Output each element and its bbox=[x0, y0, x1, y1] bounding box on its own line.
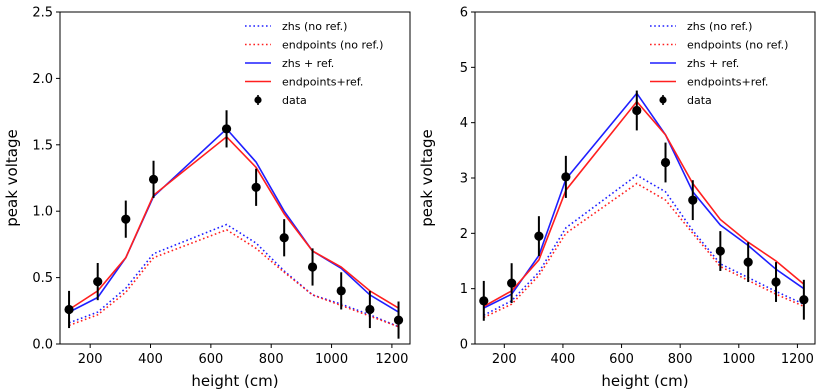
data-point bbox=[799, 295, 809, 305]
data-point bbox=[715, 246, 725, 256]
x-tick-label: 400 bbox=[551, 352, 576, 367]
y-tick-label: 6 bbox=[460, 6, 468, 21]
data-point bbox=[64, 304, 74, 315]
data-point bbox=[336, 286, 346, 296]
y-axis-title: peak voltage bbox=[3, 129, 21, 226]
y-tick-label: 2.5 bbox=[32, 6, 53, 21]
series-line-endpoints-ref bbox=[483, 100, 805, 308]
data-point bbox=[393, 315, 404, 325]
legend-label: endpoints+ref. bbox=[282, 76, 363, 89]
data-point bbox=[632, 105, 642, 116]
data-point bbox=[148, 174, 159, 184]
y-tick-label: 1.5 bbox=[32, 138, 53, 153]
left-plot-panel: 200 400 600 800 1000 1200 0.0 0.5 1.0 1.5 2.0 2.5 he… bbox=[3, 6, 411, 390]
series-line-zhs-ref bbox=[483, 91, 805, 309]
legend-label: zhs + ref. bbox=[282, 57, 334, 70]
x-tick-label: 200 bbox=[78, 352, 103, 367]
x-tick-label: 800 bbox=[259, 352, 284, 367]
x-tick-label: 1000 bbox=[722, 352, 755, 367]
y-tick-label: 3 bbox=[460, 172, 468, 187]
series-line-zhs-no-ref bbox=[68, 223, 399, 328]
y-tick-label: 0 bbox=[460, 338, 468, 353]
y-tick-label: 2 bbox=[460, 227, 468, 242]
x-tick-label: 1200 bbox=[781, 352, 814, 367]
data-point bbox=[479, 296, 489, 306]
right-plot-panel: 200 400 600 800 1000 1200 0 1 2 3 4 5 6 height (cm) pe… bbox=[418, 6, 816, 390]
data-point bbox=[307, 262, 318, 272]
series-line-endpoints-no-ref bbox=[483, 182, 805, 319]
data-point bbox=[121, 214, 131, 224]
y-tick-label: 1.0 bbox=[32, 205, 53, 220]
data-point bbox=[93, 276, 103, 287]
x-axis-title: height (cm) bbox=[601, 372, 688, 390]
legend-data-marker bbox=[659, 96, 667, 104]
legend-label: data bbox=[687, 94, 712, 107]
data-point bbox=[660, 157, 671, 168]
y-tick-label: 2.0 bbox=[32, 72, 53, 87]
legend-label: zhs (no ref.) bbox=[282, 20, 347, 33]
data-point bbox=[561, 172, 571, 182]
legend-label: data bbox=[282, 94, 307, 107]
data-point bbox=[365, 304, 375, 315]
legend-label: endpoints+ref. bbox=[687, 76, 768, 89]
y-tick-label: 1 bbox=[460, 282, 468, 297]
x-tick-label: 600 bbox=[198, 352, 223, 367]
legend-label: zhs (no ref.) bbox=[687, 20, 752, 33]
x-tick-label: 200 bbox=[492, 352, 517, 367]
series-line-zhs-no-ref bbox=[483, 174, 805, 316]
data-point bbox=[534, 231, 544, 241]
data-point bbox=[507, 278, 517, 288]
plot-frame bbox=[474, 11, 816, 345]
legend-label: endpoints (no ref.) bbox=[282, 39, 383, 52]
x-tick-label: 1000 bbox=[315, 352, 348, 367]
data-point bbox=[771, 277, 781, 287]
x-tick-label: 800 bbox=[668, 352, 693, 367]
y-tick-label: 4 bbox=[460, 116, 468, 131]
legend-label: endpoints (no ref.) bbox=[687, 39, 788, 52]
legend-label: zhs + ref. bbox=[687, 57, 739, 70]
legend-data-marker bbox=[254, 96, 262, 104]
data-point bbox=[743, 257, 753, 267]
x-tick-label: 600 bbox=[609, 352, 634, 367]
data-point bbox=[251, 182, 261, 192]
series-line-endpoints-no-ref bbox=[68, 228, 399, 328]
x-axis-title: height (cm) bbox=[191, 372, 278, 390]
data-point bbox=[688, 195, 698, 205]
y-axis-title: peak voltage bbox=[418, 129, 436, 226]
x-tick-label: 400 bbox=[138, 352, 163, 367]
series-line-endpoints-ref bbox=[68, 135, 399, 311]
plot-frame bbox=[59, 11, 411, 345]
x-tick-label: 1200 bbox=[375, 352, 408, 367]
data-point bbox=[279, 233, 289, 243]
y-tick-label: 5 bbox=[460, 61, 468, 76]
y-tick-label: 0.5 bbox=[32, 271, 53, 286]
y-tick-label: 0.0 bbox=[32, 338, 53, 353]
series-line-zhs-ref bbox=[68, 127, 399, 313]
data-point bbox=[221, 124, 232, 134]
